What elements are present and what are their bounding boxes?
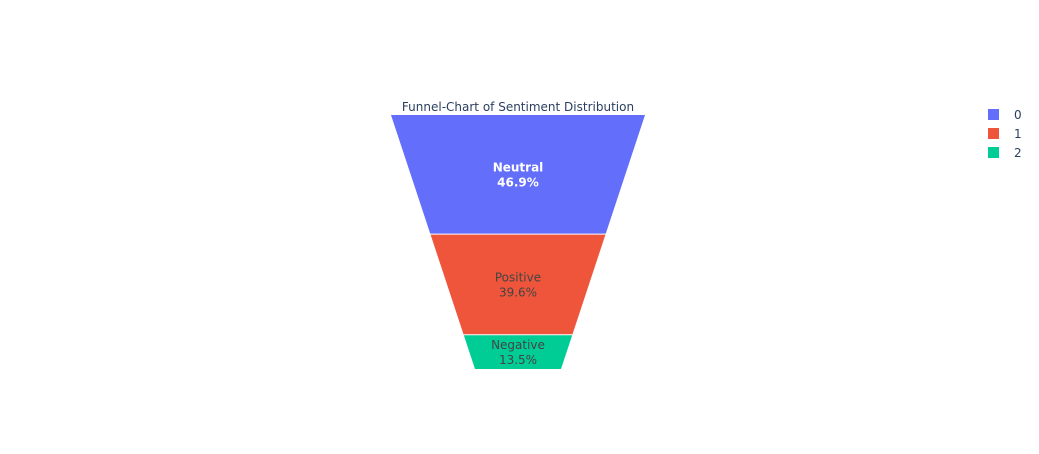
legend-swatch-2 [988, 147, 999, 158]
stage-percent-negative: 13.5% [499, 353, 537, 367]
funnel-stage-negative[interactable] [463, 335, 573, 369]
legend-item-2[interactable]: 2 [988, 146, 1022, 160]
legend-item-1[interactable]: 1 [988, 127, 1022, 141]
funnel-stage-positive[interactable] [430, 234, 606, 335]
stage-percent-neutral: 46.9% [497, 175, 539, 189]
legend-label-1: 1 [1014, 127, 1022, 141]
funnel-stage-neutral[interactable] [391, 115, 645, 234]
stage-percent-positive: 39.6% [499, 285, 537, 299]
legend-item-0[interactable]: 0 [988, 108, 1022, 122]
legend-swatch-0 [988, 109, 999, 120]
legend-swatch-1 [988, 128, 999, 139]
legend-label-2: 2 [1014, 146, 1022, 160]
legend: 0 1 2 [988, 108, 1022, 160]
stage-label-negative: Negative [491, 338, 545, 352]
stage-label-neutral: Neutral [493, 160, 544, 174]
stage-label-positive: Positive [495, 270, 541, 284]
legend-label-0: 0 [1014, 108, 1022, 122]
chart-title: Funnel-Chart of Sentiment Distribution [402, 100, 634, 114]
